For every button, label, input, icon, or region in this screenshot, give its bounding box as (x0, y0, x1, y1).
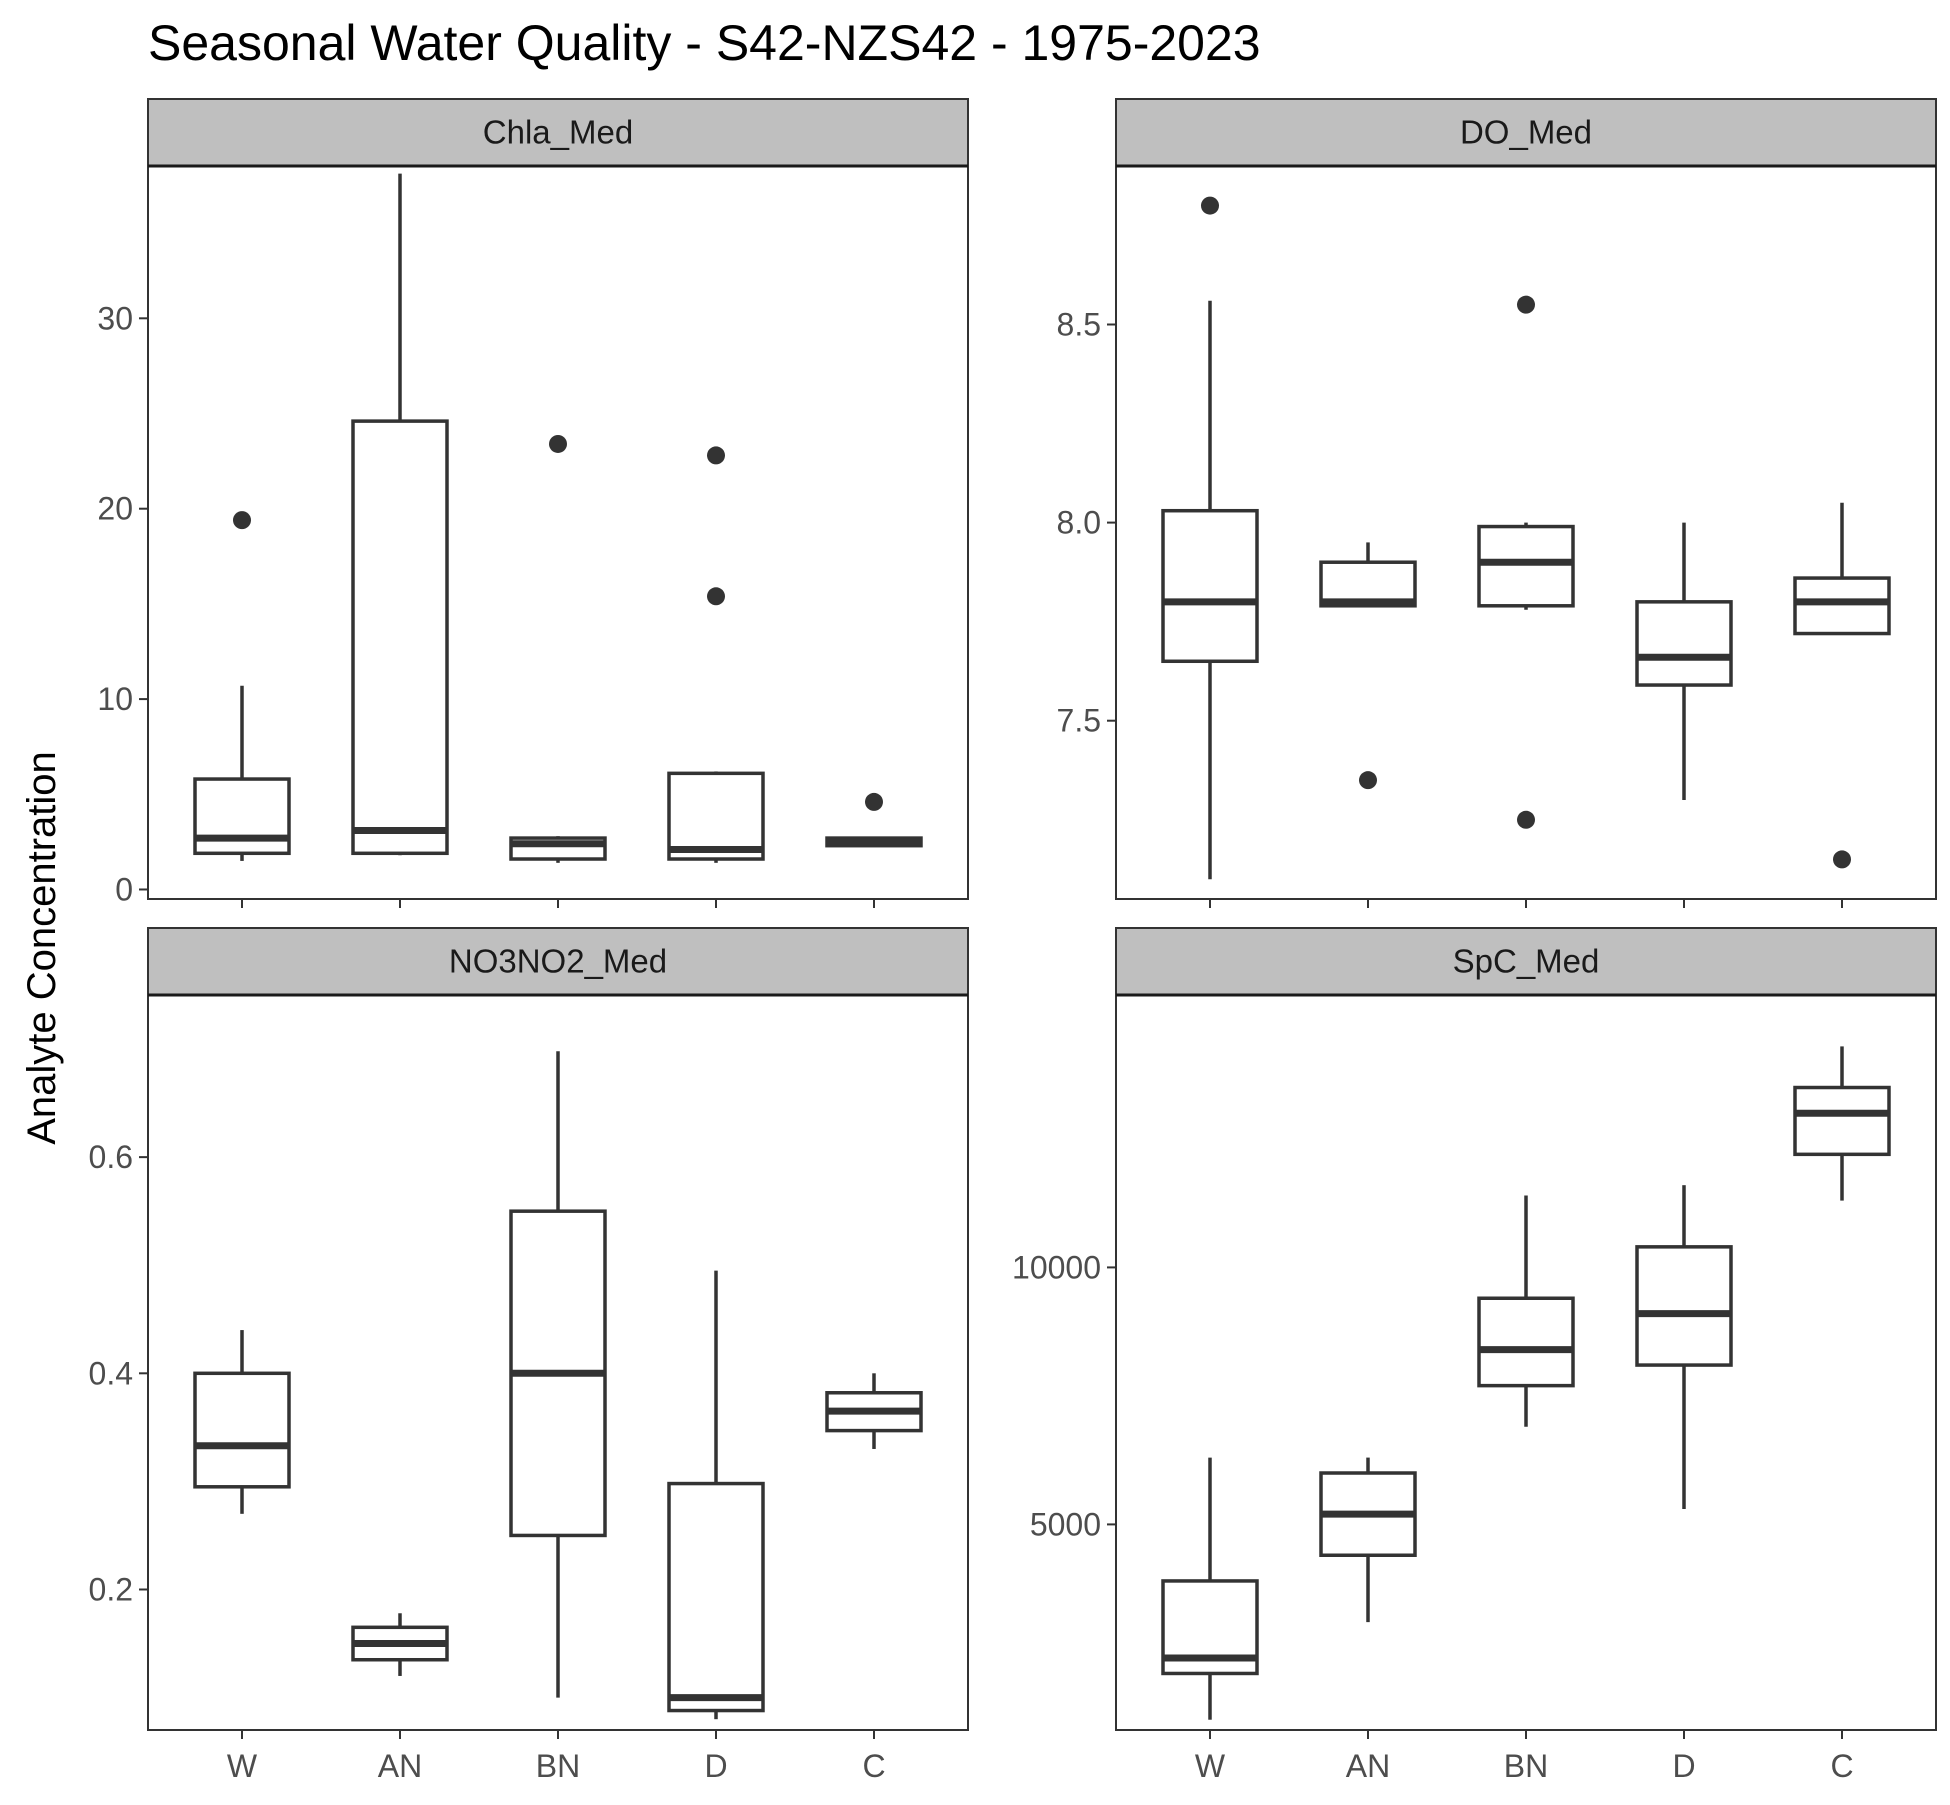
y-tick-label: 0.4 (89, 1355, 133, 1391)
panel-frame (147, 165, 969, 900)
x-tick-label: BN (536, 1748, 580, 1784)
panel-strip-label: NO3NO2_Med (449, 943, 667, 980)
y-tick-label: 7.5 (1057, 703, 1101, 739)
y-tick-label: 10 (97, 681, 133, 717)
box-iqr (1477, 1296, 1575, 1388)
y-tick-label: 5000 (1030, 1506, 1101, 1542)
x-tick-label: C (1830, 1748, 1853, 1784)
box-bn (1477, 1195, 1575, 1427)
box-an (1319, 1457, 1417, 1623)
x-tick-label: C (862, 1748, 885, 1784)
box-iqr (193, 777, 291, 856)
outlier-point (707, 587, 725, 606)
box-iqr (1635, 1245, 1733, 1367)
box-d (1635, 522, 1733, 800)
y-axis-title: Analyte Concentration (20, 751, 64, 1145)
panel-strip (1115, 98, 1937, 167)
outlier-point (1517, 810, 1535, 829)
panel-strip (1115, 927, 1937, 996)
y-tick-label: 20 (97, 491, 133, 527)
x-tick-label: AN (378, 1748, 422, 1784)
box-c (1793, 1046, 1891, 1201)
outlier-point (707, 446, 725, 465)
x-tick-label: W (1195, 1748, 1226, 1784)
box-iqr (1793, 1085, 1891, 1157)
y-tick-label: 10000 (1012, 1249, 1101, 1285)
box-w (1161, 1457, 1259, 1720)
panel-strip-label: SpC_Med (1453, 943, 1600, 980)
box-an (351, 1613, 449, 1676)
box-d (667, 1270, 765, 1720)
box-iqr (667, 771, 765, 861)
y-tick-label: 0.6 (89, 1139, 133, 1175)
box-bn (509, 434, 607, 863)
panels-layer: Chla_Med 0 10 20 30 DO_Med 7.5 8.0 8.5 NO3NO2_Med… (89, 98, 1937, 1784)
box-bn (509, 1051, 607, 1698)
box-an (1319, 542, 1417, 790)
box-iqr (1477, 524, 1575, 608)
outlier-point (865, 792, 883, 811)
y-tick-label: 8.5 (1057, 306, 1101, 342)
outlier-point (549, 434, 567, 453)
panel-strip-label: Chla_Med (483, 114, 633, 151)
box-iqr (1793, 576, 1891, 636)
box-c (825, 1373, 923, 1449)
box-iqr (1161, 508, 1259, 664)
y-tick-label: 30 (97, 300, 133, 336)
panel-strip-label: DO_Med (1460, 114, 1592, 151)
panel-no3no2-med: NO3NO2_Med 0.2 0.4 0.6 W AN BN D C (89, 927, 969, 1784)
panel-do-med: DO_Med 7.5 8.0 8.5 (1057, 98, 1937, 908)
x-tick-label: D (1672, 1748, 1695, 1784)
chart-title: Seasonal Water Quality - S42-NZS42 - 197… (148, 15, 1261, 71)
outlier-point (1517, 295, 1535, 314)
box-w (1161, 196, 1259, 880)
box-bn (1477, 295, 1575, 829)
panel-strip (147, 98, 969, 167)
box-iqr (351, 419, 449, 856)
panel-spc-med: SpC_Med 5000 10000 W AN BN D C (1012, 927, 1937, 1784)
outlier-point (233, 511, 251, 530)
box-an (351, 173, 449, 856)
box-iqr (667, 1481, 765, 1713)
box-d (1635, 1185, 1733, 1509)
box-c (1793, 502, 1891, 869)
x-tick-label: D (704, 1748, 727, 1784)
box-iqr (1635, 600, 1733, 687)
outlier-point (1833, 850, 1851, 869)
outlier-point (1359, 771, 1377, 790)
box-w (193, 1330, 291, 1514)
box-iqr (193, 1371, 291, 1489)
y-tick-label: 8.0 (1057, 505, 1101, 541)
x-tick-label: AN (1346, 1748, 1390, 1784)
box-w (193, 511, 291, 861)
box-d (667, 446, 765, 863)
y-tick-label: 0 (115, 871, 133, 907)
box-c (825, 792, 923, 848)
y-tick-label: 0.2 (89, 1571, 133, 1607)
panel-chla-med: Chla_Med 0 10 20 30 (97, 98, 969, 908)
outlier-point (1201, 196, 1219, 215)
x-tick-label: W (227, 1748, 258, 1784)
x-tick-label: BN (1504, 1748, 1548, 1784)
